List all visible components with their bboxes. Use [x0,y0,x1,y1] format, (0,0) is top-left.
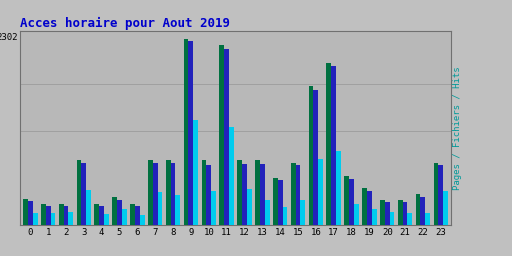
Bar [206,165,211,225]
Bar [344,176,349,225]
Bar [99,206,104,225]
Bar [242,164,247,225]
Bar [176,195,180,225]
Bar [211,191,216,225]
Bar [184,39,188,225]
Bar [237,160,242,225]
Bar [219,45,224,225]
Bar [63,206,69,225]
Bar [420,197,425,225]
Bar [46,206,51,225]
Bar [148,160,153,225]
Bar [69,212,73,225]
Bar [318,159,323,225]
Bar [33,212,37,225]
Bar [278,180,283,225]
Bar [380,200,385,225]
Bar [402,202,408,225]
Bar [309,86,313,225]
Bar [313,90,318,225]
Bar [112,197,117,225]
Y-axis label: Pages / Fichiers / Hits: Pages / Fichiers / Hits [453,66,462,190]
Bar [188,41,194,225]
Bar [130,204,135,225]
Bar [265,200,269,225]
Bar [443,191,448,225]
Bar [273,178,278,225]
Bar [86,190,91,225]
Bar [224,49,229,225]
Bar [247,189,252,225]
Bar [349,179,354,225]
Bar [438,165,443,225]
Bar [390,212,394,225]
Bar [166,160,170,225]
Bar [28,201,33,225]
Bar [291,163,295,225]
Bar [117,200,122,225]
Bar [170,163,176,225]
Bar [367,191,372,225]
Bar [425,212,430,225]
Bar [23,199,28,225]
Bar [122,209,127,225]
Bar [202,160,206,225]
Bar [59,204,63,225]
Bar [194,120,198,225]
Bar [434,163,438,225]
Bar [140,216,144,225]
Bar [255,160,260,225]
Bar [408,212,412,225]
Bar [362,188,367,225]
Bar [158,192,162,225]
Bar [153,163,158,225]
Bar [51,212,55,225]
Bar [372,209,377,225]
Bar [135,206,140,225]
Bar [229,127,234,225]
Bar [104,214,109,225]
Bar [385,202,390,225]
Bar [41,204,46,225]
Text: Acces horaire pour Aout 2019: Acces horaire pour Aout 2019 [20,16,230,29]
Bar [327,63,331,225]
Bar [77,160,81,225]
Bar [336,152,341,225]
Bar [260,164,265,225]
Bar [398,200,402,225]
Bar [94,204,99,225]
Bar [354,204,359,225]
Bar [81,163,86,225]
Bar [295,165,301,225]
Bar [283,207,287,225]
Bar [331,66,336,225]
Bar [416,194,420,225]
Bar [301,200,305,225]
